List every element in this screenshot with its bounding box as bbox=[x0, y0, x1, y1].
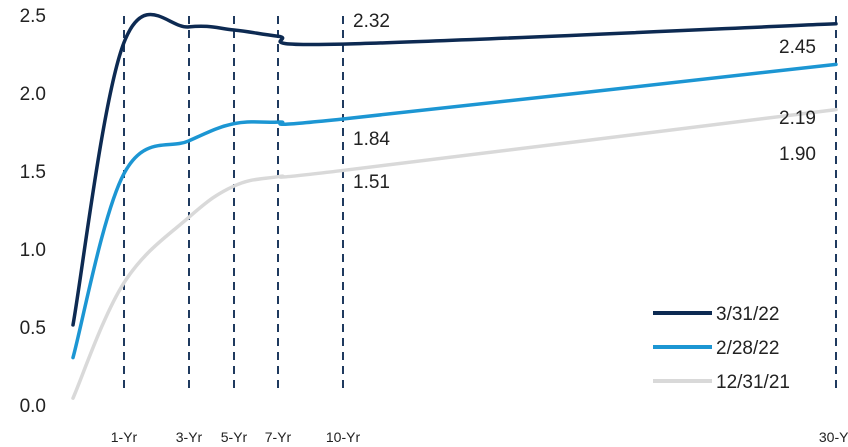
data-label: 2.32 bbox=[353, 11, 390, 32]
y-tick-label: 1.5 bbox=[20, 162, 46, 183]
data-label: 1.51 bbox=[353, 172, 390, 193]
series-line-3-31-22 bbox=[71, 12, 838, 327]
y-tick-label: 2.0 bbox=[20, 84, 46, 105]
legend-label: 12/31/21 bbox=[716, 372, 790, 393]
data-label: 1.84 bbox=[353, 129, 390, 150]
series-line-12-31-21 bbox=[71, 107, 838, 400]
legend-label: 2/28/22 bbox=[716, 338, 779, 359]
y-tick-label: 0.5 bbox=[20, 318, 46, 339]
x-tick-label: 3-Yr bbox=[176, 429, 203, 445]
x-tick-label: 5-Yr bbox=[221, 429, 248, 445]
x-tick-label: 7-Yr bbox=[265, 429, 292, 445]
x-tick-label: 30-Yr bbox=[819, 429, 848, 445]
x-axis: 1-Yr 3-Yr 5-Yr 7-Yr 10-Yr 30-Yr bbox=[111, 429, 848, 445]
y-tick-label: 1.0 bbox=[20, 240, 46, 261]
tenor-gridlines bbox=[123, 16, 837, 392]
data-label: 2.19 bbox=[779, 108, 816, 129]
series-lines bbox=[71, 12, 838, 400]
y-tick-label: 0.0 bbox=[20, 396, 46, 417]
x-tick-label: 10-Yr bbox=[326, 429, 361, 445]
y-tick-label: 2.5 bbox=[20, 6, 46, 27]
series-line-2-28-22 bbox=[71, 62, 838, 360]
legend-label: 3/31/22 bbox=[716, 304, 779, 325]
legend: 3/31/22 2/28/22 12/31/21 bbox=[653, 304, 790, 393]
data-label: 1.90 bbox=[779, 144, 816, 165]
y-axis: 0.0 0.5 1.0 1.5 2.0 2.5 bbox=[20, 6, 46, 417]
data-label: 2.45 bbox=[779, 37, 816, 58]
x-tick-label: 1-Yr bbox=[111, 429, 138, 445]
data-labels: 2.32 1.84 1.51 2.45 2.19 1.90 bbox=[353, 11, 816, 193]
